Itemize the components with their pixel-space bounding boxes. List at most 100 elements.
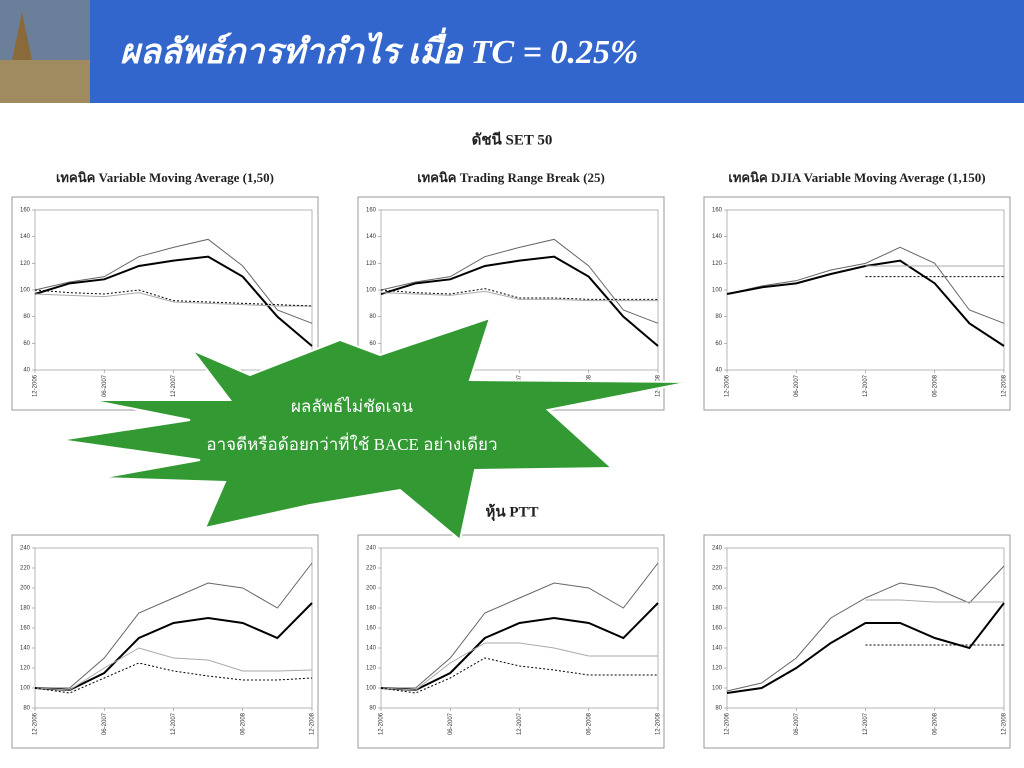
series-line [380,288,658,300]
series-line [34,255,313,347]
y-tick-label: 140 [20,234,31,240]
y-tick-label: 100 [366,686,377,692]
y-tick-label: 200 [20,586,31,592]
series-line [34,289,313,307]
series-line [380,290,658,302]
y-tick-label: 40 [715,368,722,374]
y-tick-label: 220 [366,566,377,572]
series-line [726,246,1005,324]
y-tick-label: 180 [712,606,723,612]
y-tick-label: 100 [20,686,31,692]
series-line [865,599,1004,603]
series-line [380,602,659,692]
chart-frame [703,196,1011,411]
x-tick-label: 06-2008 [240,712,246,735]
x-tick-label: 12-2006 [33,374,39,397]
series-line [34,662,313,694]
y-tick-label: 120 [366,666,377,672]
x-tick-label: 12-2007 [863,712,869,735]
chart-title: เทคนิค Variable Moving Average (1,50) [56,170,274,185]
x-tick-label: 06-2007 [102,712,108,735]
charts: เทคนิค Variable Moving Average (1,50) 40 6… [11,170,1011,749]
y-tick-label: 240 [366,546,377,552]
y-tick-label: 120 [366,261,377,267]
y-tick-label: 220 [20,566,31,572]
callout-text: อาจดีหรือด้อยกว่าที่ใช้ BACE อย่างเดียว [206,432,497,454]
y-tick-label: 80 [715,314,722,320]
series-line [381,562,659,689]
x-tick-label: 12-2006 [33,712,39,735]
series-line [34,647,313,691]
y-tick-label: 200 [712,586,723,592]
y-tick-label: 160 [366,208,377,214]
x-tick-label: 12-2007 [517,712,523,735]
x-tick-label: 06-2007 [794,712,800,735]
tower [10,12,34,70]
series-line [380,642,658,691]
y-tick-label: 140 [366,646,377,652]
title: ผลลัพธ์การทำกำไร เมื่อ TC = 0.25% [120,27,638,71]
x-tick-label: 12-2007 [171,374,177,397]
y-tick-label: 160 [20,208,31,214]
x-tick-label: 06-2007 [448,712,454,735]
y-tick-label: 80 [23,314,30,320]
y-tick-label: 60 [23,341,30,347]
x-tick-label: 06-2008 [586,712,592,735]
x-tick-label: 12-2008 [1002,712,1008,735]
x-tick-label: 06-2008 [932,374,938,397]
y-tick-label: 140 [366,234,377,240]
y-tick-label: 80 [715,706,722,712]
y-tick-label: 40 [23,368,30,374]
y-tick-label: 60 [715,341,722,347]
y-tick-label: 100 [712,288,723,294]
y-tick-label: 200 [366,586,377,592]
chart-title: เทคนิค DJIA Variable Moving Average (1,1… [728,170,985,185]
y-tick-label: 100 [20,288,31,294]
series-line [380,255,659,347]
y-tick-label: 180 [20,606,31,612]
x-tick-label: 12-2006 [725,374,731,397]
y-tick-label: 80 [369,706,376,712]
building [0,60,90,103]
y-tick-label: 120 [712,666,723,672]
y-tick-label: 160 [712,208,723,214]
y-tick-label: 60 [369,341,376,347]
y-tick-label: 160 [20,626,31,632]
section-title: หุ้น PTT [485,503,538,521]
x-tick-label: 12-2008 [310,712,316,735]
x-tick-label: 12-2006 [379,712,385,735]
x-tick-label: 06-2007 [794,374,800,397]
chart-frame [11,534,319,749]
y-tick-label: 180 [366,606,377,612]
y-tick-label: 140 [712,646,723,652]
series-line [726,565,1005,692]
x-tick-label: 12-2006 [725,712,731,735]
x-tick-label: 06-2008 [932,712,938,735]
y-tick-label: 160 [366,626,377,632]
x-tick-label: 12-2008 [656,712,662,735]
callout-text: ผลลัพธ์ไม่ชัดเจน [291,396,413,416]
series-line [34,238,313,324]
y-tick-label: 120 [712,261,723,267]
section-title: ดัชนี SET 50 [472,131,553,148]
y-tick-label: 100 [712,686,723,692]
y-tick-label: 160 [712,626,723,632]
y-tick-label: 80 [369,314,376,320]
y-tick-label: 120 [20,261,31,267]
series-line [34,602,313,692]
y-tick-label: 100 [366,288,377,294]
chart-frame [703,534,1011,749]
series-line [380,238,659,324]
y-tick-label: 140 [712,234,723,240]
y-tick-label: 240 [712,546,723,552]
x-tick-label: 12-2007 [171,712,177,735]
y-tick-label: 120 [20,666,31,672]
y-tick-label: 140 [20,646,31,652]
x-tick-label: 12-2007 [863,374,869,397]
series-line [34,292,312,307]
y-tick-label: 240 [20,546,31,552]
y-tick-label: 80 [23,706,30,712]
header-bar [0,0,1024,103]
chart-title: เทคนิค Trading Range Break (25) [417,170,605,185]
